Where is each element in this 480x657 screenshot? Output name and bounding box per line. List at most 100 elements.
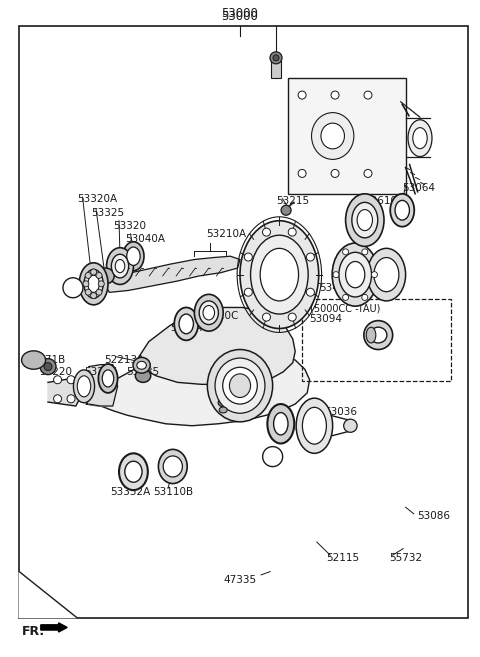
Circle shape: [85, 289, 91, 295]
Circle shape: [362, 294, 368, 300]
Circle shape: [244, 288, 252, 296]
Circle shape: [364, 170, 372, 177]
Text: 53320: 53320: [113, 221, 146, 231]
Ellipse shape: [223, 367, 257, 404]
Ellipse shape: [97, 268, 114, 284]
Ellipse shape: [102, 370, 114, 387]
Text: 53410: 53410: [319, 283, 352, 292]
Circle shape: [91, 292, 96, 299]
Ellipse shape: [270, 52, 282, 64]
Circle shape: [331, 91, 339, 99]
Bar: [288, 78, 406, 194]
Text: 52216: 52216: [221, 373, 254, 383]
Ellipse shape: [137, 361, 146, 369]
Circle shape: [263, 228, 271, 236]
Ellipse shape: [79, 263, 108, 305]
Ellipse shape: [352, 202, 378, 238]
Text: 53064: 53064: [402, 183, 435, 193]
Polygon shape: [48, 373, 84, 406]
Ellipse shape: [163, 456, 182, 477]
Circle shape: [96, 289, 102, 295]
Ellipse shape: [370, 327, 387, 343]
Ellipse shape: [344, 419, 357, 432]
Circle shape: [333, 271, 339, 278]
Circle shape: [263, 313, 271, 321]
Ellipse shape: [158, 449, 187, 484]
Text: 53352A: 53352A: [110, 487, 151, 497]
Ellipse shape: [98, 364, 118, 393]
Ellipse shape: [22, 351, 46, 369]
Ellipse shape: [332, 243, 378, 306]
Ellipse shape: [321, 123, 345, 149]
Ellipse shape: [296, 398, 333, 453]
Polygon shape: [86, 347, 310, 426]
Text: 53352: 53352: [288, 422, 321, 432]
Text: 53610C: 53610C: [198, 311, 238, 321]
Text: 53064: 53064: [170, 323, 204, 333]
Bar: [302, 299, 451, 381]
Text: 52213A: 52213A: [105, 355, 145, 365]
Text: FR.: FR.: [22, 625, 45, 639]
Ellipse shape: [203, 306, 215, 320]
Text: 53086: 53086: [418, 511, 451, 521]
Circle shape: [244, 253, 252, 261]
Ellipse shape: [364, 321, 393, 350]
Text: 47335: 47335: [224, 575, 257, 585]
Text: 53036: 53036: [324, 407, 357, 417]
Ellipse shape: [107, 248, 133, 284]
Circle shape: [40, 359, 56, 374]
Text: 53236: 53236: [84, 367, 117, 376]
Text: 53325: 53325: [91, 208, 124, 217]
Text: 53210A: 53210A: [206, 229, 247, 238]
Text: 52212: 52212: [218, 384, 252, 394]
Ellipse shape: [215, 358, 265, 413]
Circle shape: [306, 288, 314, 296]
Circle shape: [298, 91, 306, 99]
Ellipse shape: [390, 194, 414, 227]
Text: 55732: 55732: [389, 553, 422, 563]
Text: 53000: 53000: [222, 10, 258, 23]
Ellipse shape: [251, 235, 308, 314]
Ellipse shape: [229, 374, 251, 397]
Ellipse shape: [267, 404, 294, 443]
Circle shape: [331, 170, 339, 177]
Ellipse shape: [119, 453, 148, 490]
Text: 53110B: 53110B: [154, 487, 194, 497]
Circle shape: [96, 273, 102, 279]
Circle shape: [343, 294, 348, 300]
Text: 53040A: 53040A: [125, 234, 165, 244]
Ellipse shape: [240, 221, 319, 328]
Ellipse shape: [395, 200, 409, 220]
Circle shape: [263, 447, 283, 466]
Ellipse shape: [357, 210, 372, 231]
Circle shape: [83, 281, 89, 287]
Ellipse shape: [346, 194, 384, 246]
Text: A: A: [270, 452, 276, 461]
Text: 53220: 53220: [39, 367, 72, 376]
Ellipse shape: [273, 55, 279, 61]
Text: 53215: 53215: [276, 196, 309, 206]
Ellipse shape: [219, 407, 227, 413]
Circle shape: [306, 253, 314, 261]
Ellipse shape: [274, 413, 288, 435]
Ellipse shape: [73, 370, 95, 403]
Ellipse shape: [207, 350, 273, 422]
Circle shape: [54, 395, 61, 403]
Circle shape: [343, 249, 348, 255]
Circle shape: [364, 91, 372, 99]
Ellipse shape: [84, 269, 103, 298]
Ellipse shape: [111, 254, 129, 278]
Polygon shape: [89, 365, 118, 406]
Ellipse shape: [260, 248, 299, 301]
Circle shape: [91, 269, 96, 275]
Text: 53610C: 53610C: [364, 196, 404, 206]
Circle shape: [63, 278, 83, 298]
Polygon shape: [19, 572, 77, 618]
Ellipse shape: [367, 248, 406, 301]
Ellipse shape: [88, 275, 99, 292]
Circle shape: [288, 313, 296, 321]
Polygon shape: [137, 307, 295, 384]
Ellipse shape: [133, 357, 150, 373]
Circle shape: [44, 363, 52, 371]
Ellipse shape: [302, 407, 326, 444]
